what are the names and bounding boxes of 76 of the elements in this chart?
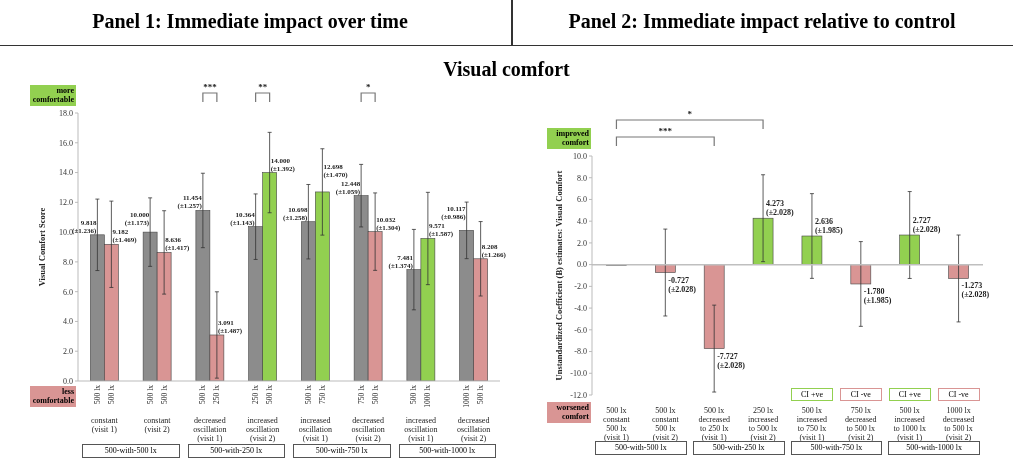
x-tick-label: increased oscillation (visit 1) bbox=[404, 416, 438, 443]
x-tick-label: 250 lx increased to 500 lx (visit 2) bbox=[747, 406, 779, 442]
text: * bbox=[687, 109, 693, 119]
y-tick-label: 14.0 bbox=[59, 168, 73, 178]
x-tick-label: 500 lx constant 500 lx (visit 1) bbox=[603, 406, 631, 442]
annotation: CI -ve bbox=[839, 388, 882, 401]
x-tick-label: 1000 lx decreased to 500 lx (visit 2) bbox=[942, 406, 975, 442]
text: 500-with-500 lx bbox=[82, 444, 180, 458]
chart-title: Panel 1: Immediate impact over time bbox=[91, 10, 409, 33]
text: *** bbox=[203, 82, 218, 92]
y-tick-label: 6.0 bbox=[63, 287, 73, 297]
data-label: -0.727 (±2.028) bbox=[668, 275, 697, 294]
text: 500-with-250 lx bbox=[692, 441, 785, 455]
x-tick-label: 500 lx constant 500 lx (visit 2) bbox=[651, 406, 680, 442]
bar bbox=[899, 234, 920, 265]
data-label: 4.273 (±2.028) bbox=[766, 199, 795, 218]
y-tick-label: -2.0 bbox=[574, 282, 587, 292]
data-label: 2.636 (±1.985) bbox=[814, 217, 843, 235]
annotation: CI +ve bbox=[790, 388, 833, 401]
y-tick-label: 16.0 bbox=[59, 138, 73, 148]
y-tick-label: 10.0 bbox=[573, 151, 587, 161]
text: 500-with-1000 lx bbox=[398, 444, 496, 458]
text: more comfortable bbox=[30, 85, 76, 106]
text: improved comfort bbox=[547, 128, 591, 149]
text: 500-with-250 lx bbox=[187, 444, 285, 458]
y-tick-label: 10.0 bbox=[59, 227, 73, 237]
y-tick-label: 4.0 bbox=[63, 317, 73, 327]
y-tick-label: 2.0 bbox=[63, 347, 73, 357]
bar bbox=[655, 264, 676, 273]
text: 500-with-500 lx bbox=[595, 441, 687, 455]
y-tick-label: -4.0 bbox=[574, 303, 587, 313]
y-tick-label: -8.0 bbox=[574, 347, 587, 357]
y-tick-label: -10.0 bbox=[570, 369, 587, 379]
chart-subtitle: Visual comfort bbox=[442, 58, 571, 81]
y-tick-label: 12.0 bbox=[59, 198, 73, 208]
x-tick-label: 500 lx increased to 750 lx (visit 1) bbox=[796, 406, 828, 442]
bar bbox=[703, 264, 725, 349]
x-tick-label: constant (visit 2) bbox=[143, 416, 172, 434]
data-label: 2.727 (±2.028) bbox=[912, 216, 941, 235]
y-tick-label: -6.0 bbox=[574, 325, 587, 335]
x-tick-label: 500 lx increased to 1000 lx (visit 1) bbox=[893, 406, 926, 442]
y-tick-label: 8.0 bbox=[577, 173, 587, 183]
x-tick-label: increased oscillation (visit 1) bbox=[298, 416, 333, 443]
data-label: -7.727 (±2.028) bbox=[717, 351, 746, 370]
text: ** bbox=[258, 82, 268, 92]
data-label: -1.273 (±2.028) bbox=[961, 281, 990, 300]
x-tick-label: 750 lx decreased to 500 lx (visit 2) bbox=[845, 406, 877, 442]
x-tick-label: constant (visit 1) bbox=[91, 416, 119, 434]
text: worsened comfort bbox=[547, 402, 591, 423]
y-tick-label: -12.0 bbox=[570, 390, 587, 400]
bar bbox=[850, 264, 872, 285]
y-tick-label: 8.0 bbox=[63, 257, 73, 267]
annotation: CI +ve bbox=[888, 388, 931, 401]
data-label: -1.780 (±1.985) bbox=[863, 286, 892, 305]
x-tick-label: decreased oscillation (visit 1) bbox=[193, 416, 227, 443]
text: less comfortable bbox=[30, 386, 76, 407]
annotation: CI -ve bbox=[937, 388, 980, 401]
y-axis-title: Visual Comfort Score bbox=[37, 207, 47, 287]
chart-title: Panel 2: Immediate impact relative to control bbox=[567, 10, 957, 33]
bar bbox=[948, 264, 969, 279]
text: 500-with-750 lx bbox=[790, 441, 883, 455]
text: 500-with-1000 lx bbox=[888, 441, 980, 455]
text: *** bbox=[658, 126, 673, 136]
y-tick-label: 4.0 bbox=[577, 217, 587, 227]
y-tick-label: 2.0 bbox=[577, 238, 587, 248]
x-tick-label: decreased oscillation (visit 2) bbox=[456, 416, 491, 443]
y-axis-title: Unstandardized Coefficient (B) estimates: Visual Comfort bbox=[554, 170, 564, 381]
y-tick-label: 0.0 bbox=[63, 376, 73, 386]
x-tick-label: decreased oscillation (visit 2) bbox=[351, 416, 385, 443]
y-tick-label: 6.0 bbox=[577, 195, 587, 205]
y-tick-label: 18.0 bbox=[59, 108, 73, 118]
x-tick-label: 500 lx decreased to 250 lx (visit 1) bbox=[698, 406, 730, 442]
text: 500-with-750 lx bbox=[293, 444, 391, 458]
y-tick-label: 0.0 bbox=[577, 260, 587, 270]
x-tick-label: increased oscillation (visit 2) bbox=[245, 416, 280, 443]
text: * bbox=[365, 82, 371, 92]
